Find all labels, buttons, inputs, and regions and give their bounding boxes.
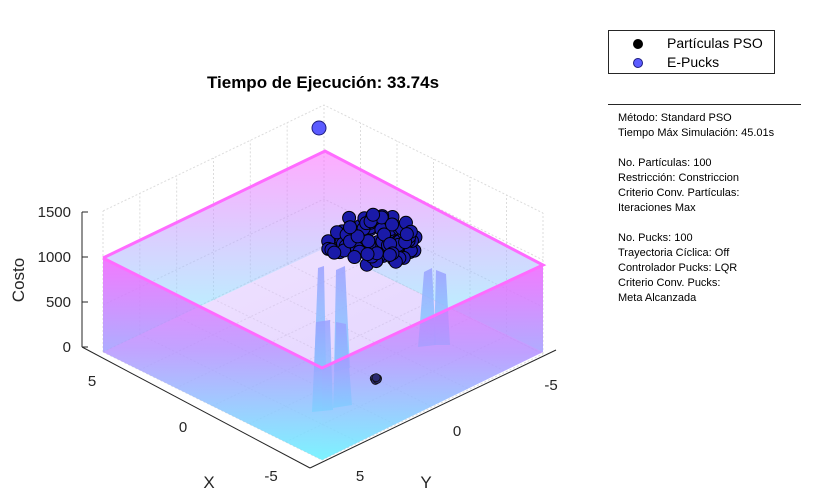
epuck-marker [371, 373, 381, 383]
z-tick-label: 500 [46, 294, 71, 311]
info-line [618, 141, 808, 156]
legend-marker-particles [633, 39, 643, 49]
info-line: Controlador Pucks: LQR [618, 262, 738, 274]
simulation-info-panel: Método: Standard PSO Tiempo Máx Simulaci… [618, 111, 808, 306]
legend-item-epucks: E-Pucks [609, 54, 774, 74]
x-axis-label: X [203, 473, 214, 492]
info-line: Iteraciones Max [618, 202, 696, 214]
cost-surface [102, 149, 547, 460]
pso-particle [350, 229, 365, 244]
legend-item-particles: Partículas PSO [609, 35, 774, 55]
pso-particle [399, 227, 414, 242]
surface-front-right-wall [322, 265, 543, 460]
legend-label-epucks: E-Pucks [667, 54, 720, 70]
x-tick-label: 0 [179, 419, 187, 436]
info-line: Método: Standard PSO [618, 112, 732, 124]
info-line [618, 216, 808, 231]
epucks-markers [311, 120, 382, 385]
info-line: Tiempo Máx Simulación: 45.01s [618, 127, 775, 139]
legend-marker-epucks [633, 58, 643, 68]
info-divider [608, 104, 801, 105]
info-line: Trayectoria Cíclica: Off [618, 247, 730, 259]
y-tick-label: -5 [544, 377, 557, 394]
chart-title: Tiempo de Ejecución: 33.74s [207, 73, 439, 92]
legend-label-particles: Partículas PSO [667, 35, 763, 51]
info-line: Meta Alcanzada [618, 292, 697, 304]
y-tick-label: 0 [453, 423, 461, 440]
pso-particles [321, 207, 423, 272]
pso-particle [360, 247, 375, 262]
x-axis-line [81, 346, 311, 469]
y-axis-line [309, 349, 557, 469]
info-line: Criterio Conv. Partículas: [618, 187, 740, 199]
pso-particle [366, 207, 381, 222]
surface-rim [102, 149, 547, 370]
z-tick-label: 1500 [38, 204, 71, 221]
z-axis-label: Costo [9, 258, 28, 302]
info-line: Restricción: Constriccion [618, 172, 740, 184]
epuck-marker [311, 120, 327, 136]
surface-front-left-wall [103, 258, 322, 460]
x-tick-label: 5 [88, 373, 96, 390]
z-tick-label: 0 [63, 339, 71, 356]
legend: Partículas PSO E-Pucks [608, 30, 775, 74]
pso-particle [343, 220, 358, 235]
x-tick-label: -5 [264, 468, 277, 485]
info-line: No. Pucks: 100 [618, 232, 693, 244]
y-axis-label: Y [420, 473, 431, 492]
y-tick-label: 5 [356, 468, 364, 485]
pso-particle [347, 250, 362, 265]
pso-particle [327, 245, 342, 260]
z-tick-label: 1000 [38, 249, 71, 266]
pso-particle [382, 247, 397, 262]
pso-particle [385, 217, 400, 232]
info-line: Criterio Conv. Pucks: [618, 277, 721, 289]
info-line: No. Partículas: 100 [618, 157, 712, 169]
